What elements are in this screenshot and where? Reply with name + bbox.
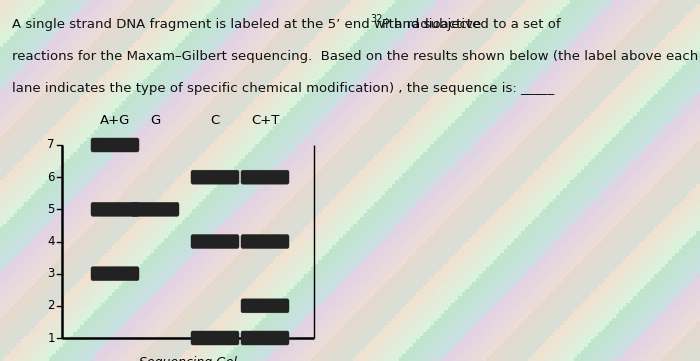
Text: P and subjected to a set of: P and subjected to a set of	[382, 18, 560, 31]
Text: reactions for the Maxam–Gilbert sequencing.  Based on the results shown below (t: reactions for the Maxam–Gilbert sequenci…	[12, 50, 699, 63]
Text: A+G: A+G	[100, 114, 130, 127]
Text: lane indicates the type of specific chemical modification) , the sequence is: __: lane indicates the type of specific chem…	[12, 82, 554, 95]
Text: 7: 7	[48, 139, 55, 152]
FancyBboxPatch shape	[91, 138, 139, 152]
FancyBboxPatch shape	[241, 299, 289, 313]
Text: G: G	[150, 114, 160, 127]
Text: 3: 3	[48, 267, 55, 280]
Text: 1: 1	[48, 331, 55, 344]
Text: 32: 32	[370, 14, 383, 24]
FancyBboxPatch shape	[191, 331, 239, 345]
FancyBboxPatch shape	[191, 170, 239, 184]
FancyBboxPatch shape	[241, 170, 289, 184]
Text: 5: 5	[48, 203, 55, 216]
Text: C+T: C+T	[251, 114, 279, 127]
FancyBboxPatch shape	[241, 235, 289, 248]
Text: C: C	[211, 114, 220, 127]
Text: Sequencing Gel: Sequencing Gel	[139, 356, 237, 361]
FancyBboxPatch shape	[241, 331, 289, 345]
FancyBboxPatch shape	[131, 202, 179, 216]
Text: 2: 2	[48, 299, 55, 312]
Text: 4: 4	[48, 235, 55, 248]
Text: 6: 6	[48, 171, 55, 184]
FancyBboxPatch shape	[91, 267, 139, 280]
FancyBboxPatch shape	[191, 235, 239, 248]
FancyBboxPatch shape	[91, 202, 139, 216]
Text: A single strand DNA fragment is labeled at the 5’ end with radioactive: A single strand DNA fragment is labeled …	[12, 18, 486, 31]
